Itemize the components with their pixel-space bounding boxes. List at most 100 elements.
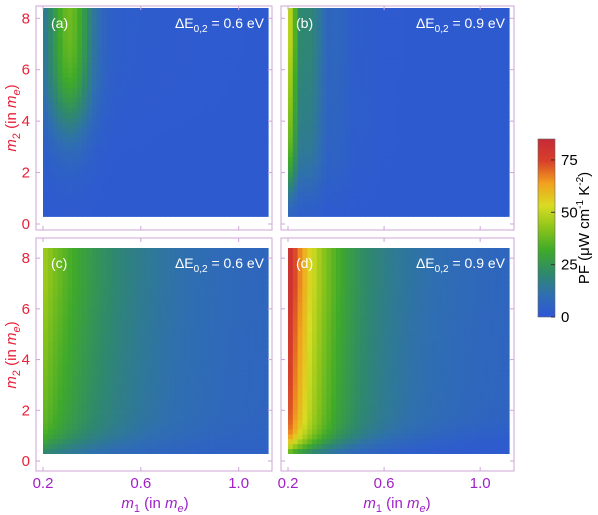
heatmap-cell	[121, 257, 127, 264]
heatmap-cell	[238, 77, 245, 83]
heatmap-cell	[470, 131, 476, 138]
heatmap-cell	[494, 17, 500, 24]
heatmap-cell	[374, 176, 380, 183]
heatmap-cell	[96, 47, 103, 54]
heatmap-cell	[140, 389, 147, 396]
heatmap-cell	[67, 62, 73, 69]
heatmap-cell	[398, 117, 404, 123]
heatmap-cell	[96, 32, 103, 39]
heatmap-cell	[302, 191, 308, 198]
heatmap-cell	[456, 42, 462, 49]
heatmap-cell	[374, 97, 380, 103]
heatmap-cell	[165, 127, 171, 133]
heatmap-cell	[204, 37, 210, 44]
heatmap-cell	[355, 156, 361, 163]
heatmap-cell	[77, 112, 83, 118]
heatmap-cell	[121, 171, 127, 178]
heatmap-cell	[145, 191, 152, 198]
heatmap-cell	[52, 32, 59, 39]
heatmap-cell	[57, 404, 64, 410]
heatmap-cell	[288, 92, 294, 98]
heatmap-cell	[369, 102, 376, 108]
heatmap-cell	[219, 77, 225, 83]
heatmap-cell	[87, 27, 93, 34]
heatmap-cell	[408, 122, 414, 128]
heatmap-cell	[403, 122, 409, 128]
heatmap-cell	[72, 62, 78, 69]
heatmap-cell	[155, 424, 161, 430]
heatmap-cell	[82, 122, 88, 128]
heatmap-cell	[145, 424, 152, 430]
heatmap-cell	[52, 107, 59, 113]
heatmap-cell	[57, 42, 64, 49]
heatmap-cell	[350, 146, 356, 153]
heatmap-cell	[336, 171, 342, 178]
heatmap-cell	[43, 156, 49, 163]
heatmap-cell	[101, 42, 108, 49]
heatmap-cell	[116, 166, 122, 173]
heatmap-cell	[403, 127, 409, 133]
heatmap-cell	[355, 131, 361, 138]
heatmap-cell	[398, 47, 404, 54]
heatmap-cell	[67, 22, 73, 29]
heatmap-cell	[96, 419, 103, 425]
heatmap-cell	[116, 438, 122, 445]
heatmap-cell	[189, 87, 196, 93]
heatmap-cell	[302, 151, 308, 158]
heatmap-cell	[223, 146, 230, 153]
heatmap-cell	[484, 87, 491, 93]
heatmap-cell	[364, 67, 371, 74]
heatmap-cell	[87, 156, 93, 163]
heatmap-cell	[96, 136, 103, 143]
heatmap-cell	[189, 102, 196, 108]
heatmap-cell	[446, 161, 452, 168]
heatmap-cell	[475, 8, 481, 14]
heatmap-cell	[316, 141, 323, 148]
heatmap-cell	[126, 252, 132, 259]
heatmap-cell	[43, 399, 49, 406]
heatmap-cell	[165, 321, 171, 327]
heatmap-cell	[253, 136, 259, 143]
heatmap-cell	[87, 282, 93, 288]
heatmap-cell	[62, 141, 69, 148]
heatmap-cell	[170, 122, 176, 128]
heatmap-cell	[219, 92, 225, 98]
heatmap-cell	[336, 156, 342, 163]
heatmap-cell	[111, 443, 117, 450]
heatmap-cell	[336, 181, 342, 188]
heatmap-cell	[223, 196, 230, 203]
heatmap-cell	[470, 201, 476, 207]
heatmap-cell	[326, 181, 332, 188]
heatmap-cell	[194, 122, 201, 128]
heatmap-cell	[408, 127, 414, 133]
heatmap-cell	[96, 448, 103, 454]
heatmap-cell	[106, 27, 113, 34]
heatmap-cell	[258, 141, 264, 148]
heatmap-cell	[72, 47, 78, 54]
heatmap-cell	[189, 146, 196, 153]
heatmap-cell	[470, 102, 476, 108]
heatmap-cell	[451, 186, 457, 193]
heatmap-cell	[456, 52, 462, 59]
heatmap-cell	[111, 370, 117, 376]
heatmap-cell	[228, 107, 235, 113]
heatmap-cell	[155, 127, 161, 133]
heatmap-cell	[106, 336, 113, 342]
heatmap-cell	[160, 8, 166, 14]
heatmap-cell	[412, 12, 419, 19]
heatmap-cell	[155, 409, 161, 415]
heatmap-cell	[72, 136, 78, 143]
heatmap-cell	[292, 102, 299, 108]
heatmap-cell	[209, 77, 215, 83]
heatmap-cell	[312, 8, 318, 14]
heatmap-cell	[489, 151, 496, 158]
heatmap-cell	[456, 151, 462, 158]
heatmap-cell	[96, 102, 103, 108]
heatmap-cell	[160, 77, 166, 83]
heatmap-cell	[43, 282, 49, 288]
heatmap-cell	[258, 176, 264, 183]
heatmap-cell	[165, 438, 171, 445]
heatmap-cell	[297, 112, 304, 118]
heatmap-cell	[238, 136, 245, 143]
heatmap-cell	[412, 156, 419, 163]
